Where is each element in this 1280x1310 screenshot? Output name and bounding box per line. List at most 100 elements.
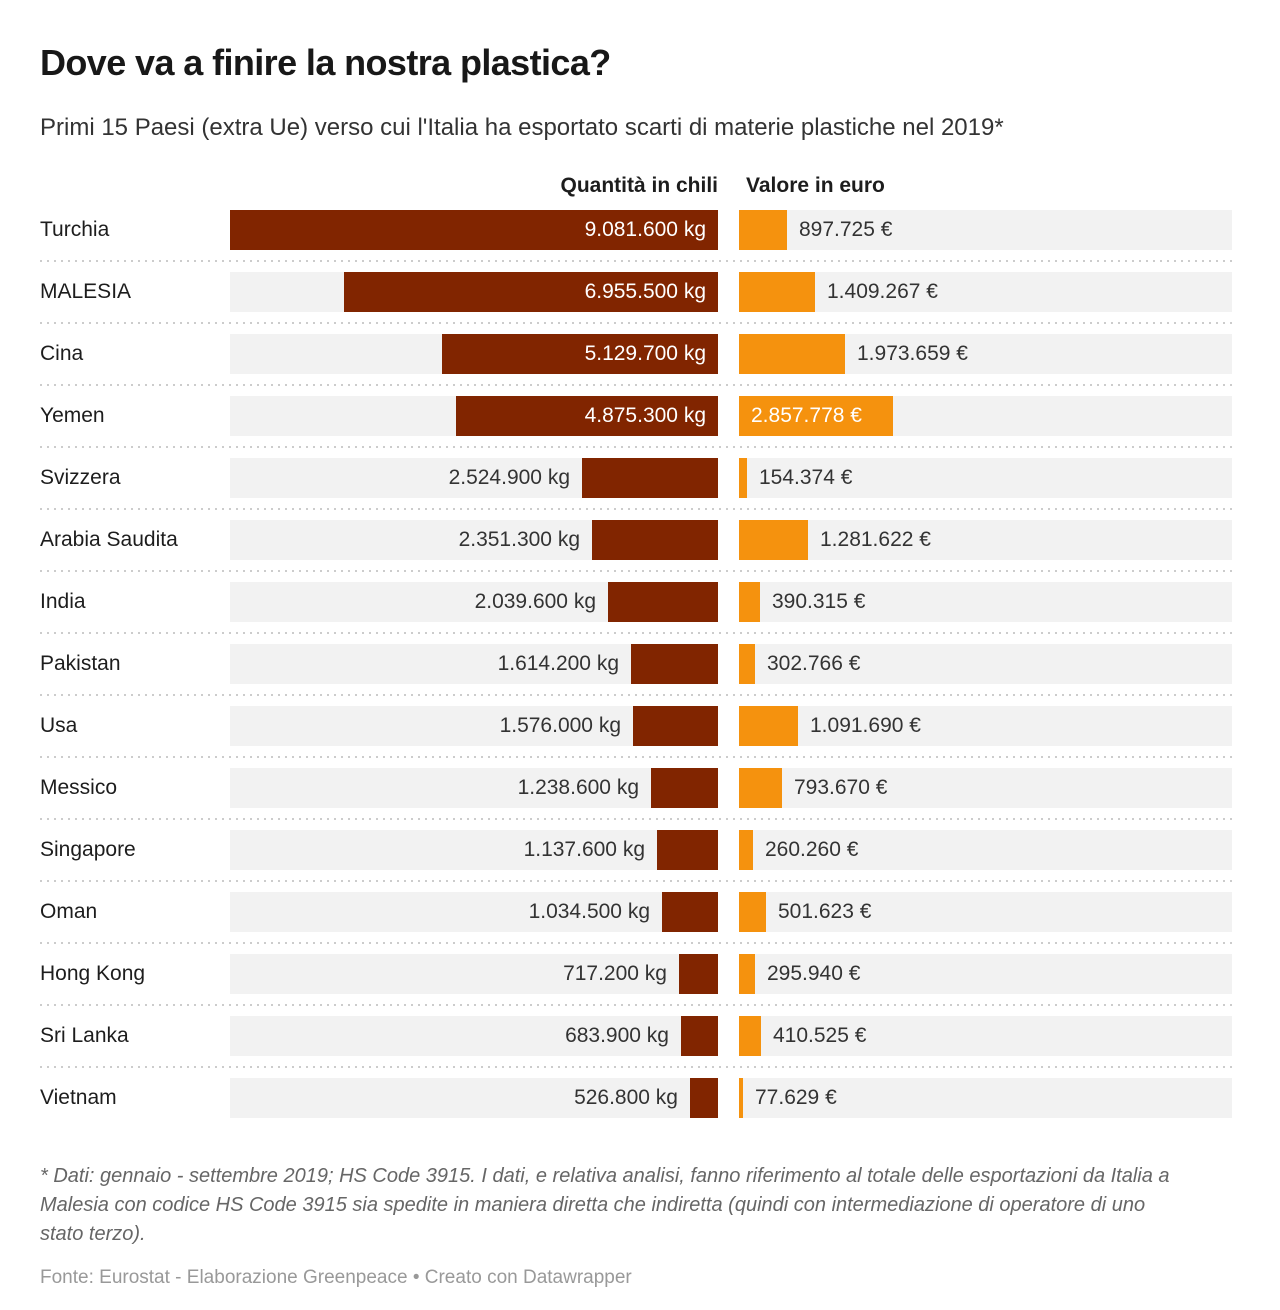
- quantity-bar-track: 6.955.500 kg: [230, 272, 718, 312]
- row-separator: [40, 694, 1232, 696]
- quantity-bar: [608, 582, 718, 622]
- quantity-bar: 9.081.600 kg: [230, 210, 718, 250]
- row-separator: [40, 446, 1232, 448]
- value-value-label: 1.409.267 €: [827, 280, 938, 303]
- country-label: MALESIA: [40, 280, 132, 303]
- quantity-bar: 4.875.300 kg: [456, 396, 718, 436]
- column-gap: [718, 892, 739, 932]
- quantity-bar-track: 683.900 kg: [230, 1016, 718, 1056]
- value-bar: 2.857.778 €: [739, 396, 893, 436]
- value-value-label: 77.629 €: [755, 1086, 837, 1109]
- quantity-value-label: 526.800 kg: [574, 1086, 678, 1109]
- table-row: Vietnam 526.800 kg 77.629 €: [40, 1078, 1232, 1118]
- value-bar-track: 260.260 €: [739, 830, 1232, 870]
- table-row: Oman 1.034.500 kg 501.623 €: [40, 892, 1232, 932]
- table-row: Hong Kong 717.200 kg 295.940 €: [40, 954, 1232, 994]
- value-bar: [739, 272, 815, 312]
- value-bar-track: 302.766 €: [739, 644, 1232, 684]
- value-bar: [739, 458, 747, 498]
- column-gap: [718, 706, 739, 746]
- value-bar-track: 410.525 €: [739, 1016, 1232, 1056]
- table-row: Arabia Saudita 2.351.300 kg 1.281.622 €: [40, 520, 1232, 560]
- column-gap: [718, 954, 739, 994]
- table-row: Sri Lanka 683.900 kg 410.525 €: [40, 1016, 1232, 1056]
- column-gap: [718, 582, 739, 622]
- quantity-bar: [651, 768, 718, 808]
- quantity-bar: 6.955.500 kg: [344, 272, 718, 312]
- quantity-value-label: 1.238.600 kg: [517, 776, 639, 799]
- row-separator: [40, 756, 1232, 758]
- value-value-label: 260.260 €: [765, 838, 859, 861]
- value-bar-track: 501.623 €: [739, 892, 1232, 932]
- quantity-value-label: 1.614.200 kg: [497, 652, 619, 675]
- table-row: MALESIA 6.955.500 kg 1.409.267 €: [40, 272, 1232, 312]
- column-gap: [718, 1016, 739, 1056]
- table-row: Singapore 1.137.600 kg 260.260 €: [40, 830, 1232, 870]
- column-gap: [718, 830, 739, 870]
- column-gap: [718, 458, 739, 498]
- row-separator: [40, 260, 1232, 262]
- quantity-value-label: 1.576.000 kg: [499, 714, 621, 737]
- quantity-bar: [582, 458, 718, 498]
- column-gap: [718, 520, 739, 560]
- country-label: Hong Kong: [40, 962, 146, 985]
- table-row: Messico 1.238.600 kg 793.670 €: [40, 768, 1232, 808]
- country-label: Arabia Saudita: [40, 528, 178, 551]
- chart-footnote: * Dati: gennaio - settembre 2019; HS Cod…: [40, 1165, 1170, 1245]
- column-gap: [718, 1078, 739, 1118]
- value-value-label: 154.374 €: [759, 466, 853, 489]
- quantity-bar-track: 1.576.000 kg: [230, 706, 718, 746]
- quantity-bar-track: 4.875.300 kg: [230, 396, 718, 436]
- value-bar-track: 1.281.622 €: [739, 520, 1232, 560]
- country-label: Pakistan: [40, 652, 121, 675]
- value-bar: [739, 520, 808, 560]
- value-bar: [739, 768, 782, 808]
- table-row: Turchia 9.081.600 kg 897.725 €: [40, 210, 1232, 250]
- country-label: Oman: [40, 900, 98, 923]
- table-row: Yemen 4.875.300 kg 2.857.778 €: [40, 396, 1232, 436]
- value-value-label: 501.623 €: [778, 900, 872, 923]
- quantity-value-label: 5.129.700 kg: [584, 342, 706, 365]
- column-gap: [718, 396, 739, 436]
- value-bar: [739, 582, 760, 622]
- quantity-value-label: 1.137.600 kg: [523, 838, 645, 861]
- quantity-bar: [592, 520, 718, 560]
- country-label: Sri Lanka: [40, 1024, 129, 1047]
- chart-rows: Turchia 9.081.600 kg 897.725 € MALESIA 6.955…: [40, 210, 1232, 1118]
- quantity-bar: [662, 892, 718, 932]
- quantity-value-label: 683.900 kg: [565, 1024, 669, 1047]
- value-bar-track: 77.629 €: [739, 1078, 1232, 1118]
- value-value-label: 793.670 €: [794, 776, 888, 799]
- quantity-bar-track: 717.200 kg: [230, 954, 718, 994]
- value-bar-track: 1.091.690 €: [739, 706, 1232, 746]
- chart-source: Fonte: Eurostat - Elaborazione Greenpeac…: [40, 1267, 632, 1288]
- country-label: Cina: [40, 342, 84, 365]
- quantity-value-label: 2.524.900 kg: [448, 466, 570, 489]
- column-headers: Quantità in chili Valore in euro: [40, 174, 1232, 198]
- value-bar-track: 1.973.659 €: [739, 334, 1232, 374]
- quantity-value-label: 4.875.300 kg: [584, 404, 706, 427]
- row-separator: [40, 322, 1232, 324]
- table-row: Usa 1.576.000 kg 1.091.690 €: [40, 706, 1232, 746]
- quantity-bar-track: 2.351.300 kg: [230, 520, 718, 560]
- row-separator: [40, 942, 1232, 944]
- quantity-bar-track: 1.137.600 kg: [230, 830, 718, 870]
- table-row: Cina 5.129.700 kg 1.973.659 €: [40, 334, 1232, 374]
- column-gap: [718, 334, 739, 374]
- value-bar-track: 1.409.267 €: [739, 272, 1232, 312]
- quantity-bar-track: 526.800 kg: [230, 1078, 718, 1118]
- row-separator: [40, 1066, 1232, 1068]
- value-bar-track: 295.940 €: [739, 954, 1232, 994]
- column-gap: [718, 272, 739, 312]
- value-bar: [739, 830, 753, 870]
- quantity-bar-track: 2.524.900 kg: [230, 458, 718, 498]
- quantity-bar: [657, 830, 718, 870]
- column-gap: [718, 768, 739, 808]
- row-separator: [40, 384, 1232, 386]
- value-bar: [739, 644, 755, 684]
- quantity-bar: [681, 1016, 718, 1056]
- quantity-bar-track: 5.129.700 kg: [230, 334, 718, 374]
- value-value-label: 390.315 €: [772, 590, 866, 613]
- chart-title: Dove va a finire la nostra plastica?: [40, 42, 611, 83]
